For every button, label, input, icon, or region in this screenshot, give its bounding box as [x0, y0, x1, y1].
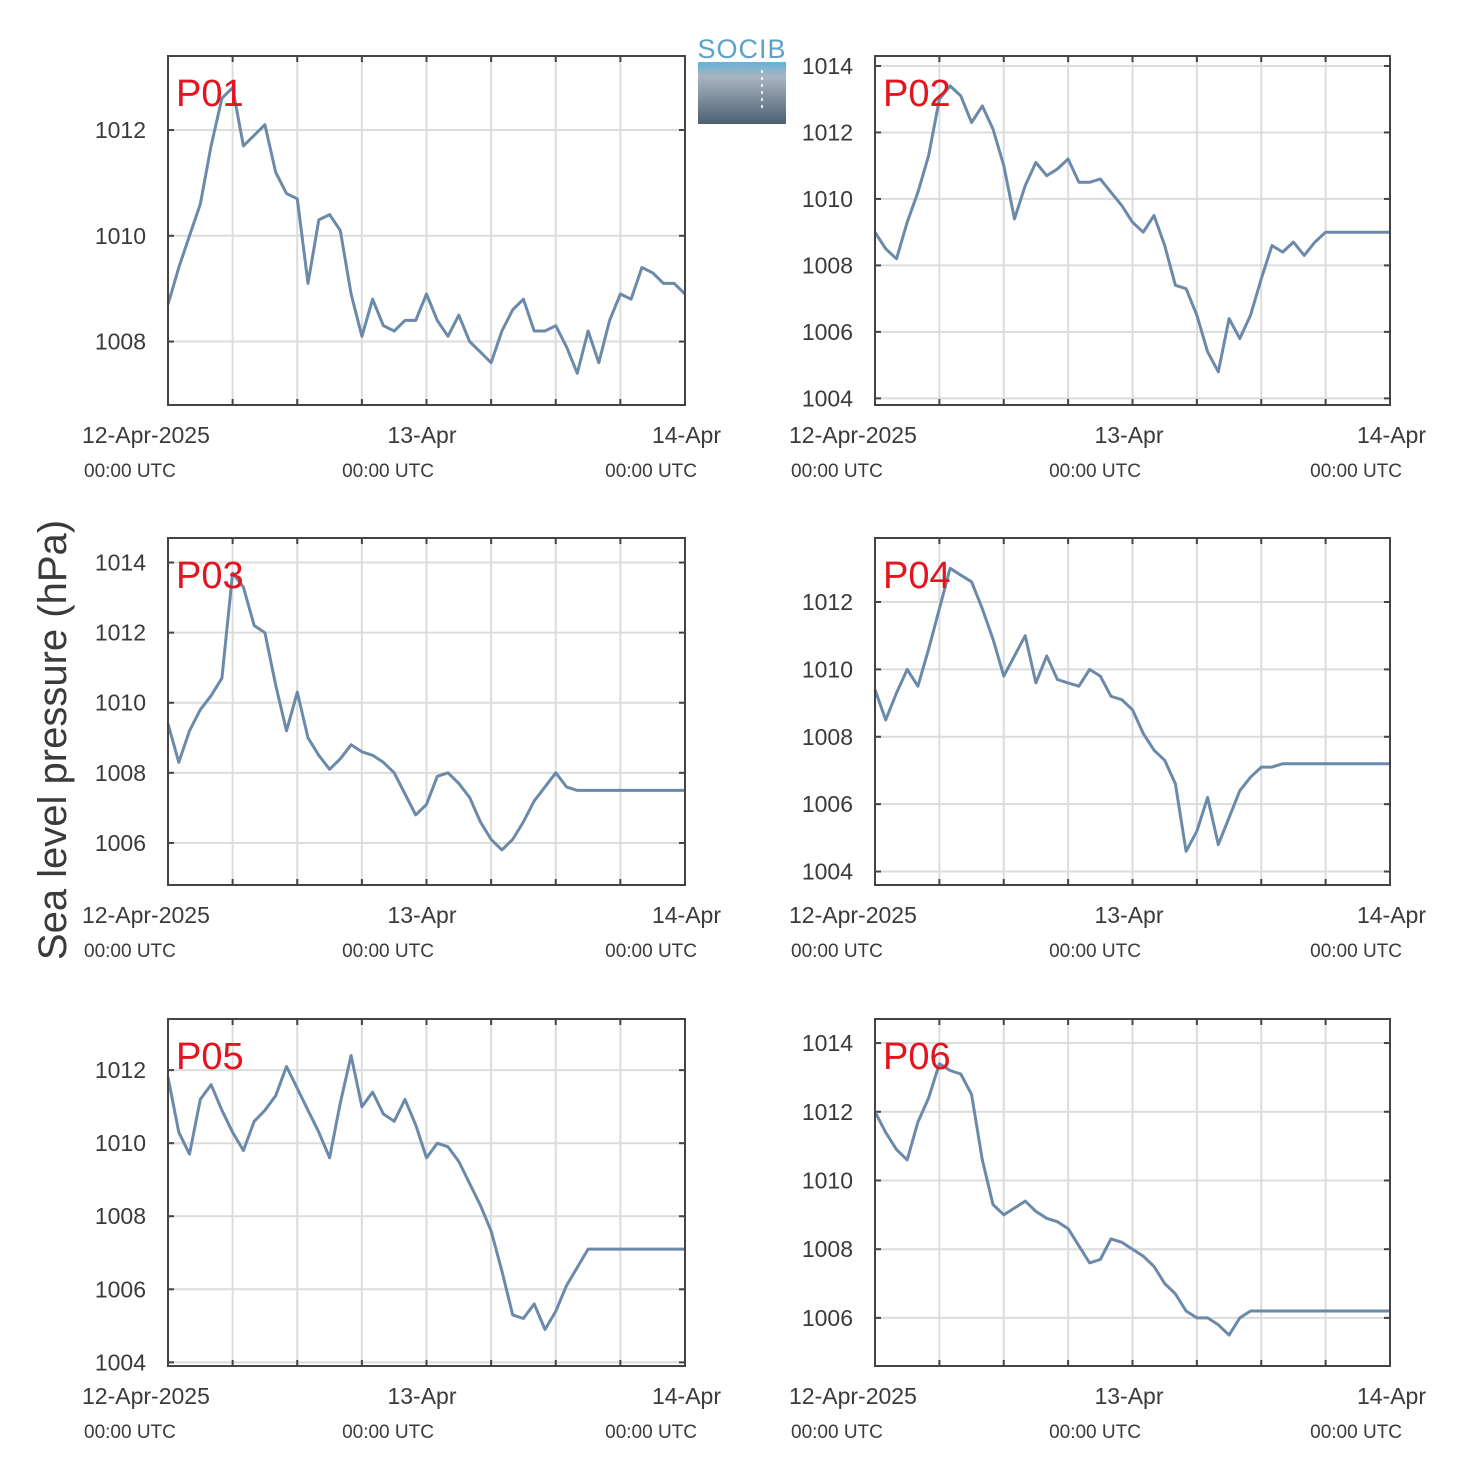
x-tick-label-date: 14-Apr [652, 422, 721, 448]
series-line-p03 [166, 571, 685, 852]
x-tick-label-time: 00:00 UTC [1049, 461, 1141, 482]
x-tick-label-date: 12-Apr-2025 [789, 902, 917, 928]
y-tick-label: 1010 [802, 656, 853, 682]
logo-text: SOCIB [697, 34, 786, 64]
y-axis-label: Sea level pressure (hPa) [31, 520, 75, 960]
x-tick-label-time: 00:00 UTC [1049, 1422, 1141, 1443]
series-line-p01 [166, 86, 687, 375]
panel-label: P02 [883, 73, 951, 115]
x-tick-label-time: 00:00 UTC [605, 461, 697, 482]
panel-label: P01 [176, 73, 244, 115]
y-tick-label: 1012 [802, 589, 853, 615]
x-tick-label-time: 00:00 UTC [84, 461, 176, 482]
x-tick-label-date: 13-Apr [1094, 1383, 1163, 1409]
x-tick-label-date: 14-Apr [1357, 902, 1426, 928]
plot-frame [874, 55, 1391, 406]
y-tick-label: 1006 [95, 830, 146, 856]
y-tick-label: 1014 [802, 53, 853, 79]
y-tick-label: 1014 [802, 1030, 853, 1056]
x-tick-label-date: 14-Apr [652, 1383, 721, 1409]
x-tick-label-time: 00:00 UTC [84, 1422, 176, 1443]
series-line-p05 [166, 1054, 685, 1331]
y-tick-label: 1008 [802, 724, 853, 750]
x-tick-label-time: 00:00 UTC [342, 461, 434, 482]
panel-p03: 1006 1008 1010 1012 1014 P03 12-Apr-2025 00:00 … [82, 537, 721, 962]
y-tick-label: 1010 [95, 223, 146, 249]
x-tick-label-time: 00:00 UTC [1310, 941, 1402, 962]
x-tick-label-date: 13-Apr [1094, 422, 1163, 448]
x-tick-label-date: 12-Apr-2025 [82, 422, 210, 448]
socib-logo: SOCIB [697, 34, 786, 124]
y-tick-label: 1004 [802, 385, 853, 411]
y-tick-label: 1010 [802, 186, 853, 212]
y-tick-label: 1008 [95, 329, 146, 355]
y-tick-label: 1006 [95, 1276, 146, 1302]
y-tick-label: 1012 [95, 117, 146, 143]
x-tick-label-date: 12-Apr-2025 [82, 1383, 210, 1409]
plot-frame [167, 1018, 686, 1367]
x-tick-label-time: 00:00 UTC [791, 1422, 883, 1443]
panel-p06: 1006 1008 1010 1012 1014 P06 12-Apr-2025 00:00 … [789, 1018, 1426, 1443]
plot-frame [167, 537, 686, 886]
plot-frame [167, 55, 686, 406]
panel-p01: 1008 1010 1012 P01 12-Apr-2025 00:00 UTC 13-Ap… [82, 55, 721, 482]
x-tick-label-time: 00:00 UTC [1310, 1422, 1402, 1443]
y-tick-label: 1008 [95, 760, 146, 786]
x-tick-label-date: 12-Apr-2025 [82, 902, 210, 928]
x-tick-label-time: 00:00 UTC [84, 941, 176, 962]
y-tick-label: 1010 [95, 1130, 146, 1156]
series-line-p06 [873, 1062, 1390, 1337]
y-tick-label: 1012 [802, 119, 853, 145]
series-line-p04 [873, 566, 1390, 853]
logo-wave [698, 62, 786, 68]
panel-label: P03 [176, 555, 244, 597]
y-tick-label: 1006 [802, 791, 853, 817]
y-tick-label: 1010 [802, 1167, 853, 1193]
x-tick-label-time: 00:00 UTC [791, 941, 883, 962]
series-line-p02 [873, 84, 1390, 374]
y-tick-label: 1004 [802, 859, 853, 885]
panel-label: P06 [883, 1036, 951, 1078]
y-tick-label: 1012 [95, 620, 146, 646]
y-tick-label: 1008 [802, 1236, 853, 1262]
panel-label: P05 [176, 1036, 244, 1078]
y-tick-label: 1004 [95, 1349, 146, 1375]
y-tick-label: 1006 [802, 1305, 853, 1331]
y-tick-label: 1008 [802, 252, 853, 278]
x-tick-label-time: 00:00 UTC [605, 941, 697, 962]
y-tick-label: 1010 [95, 690, 146, 716]
x-tick-label-time: 00:00 UTC [342, 941, 434, 962]
y-tick-label: 1008 [95, 1203, 146, 1229]
x-tick-label-time: 00:00 UTC [1049, 941, 1141, 962]
x-tick-label-date: 13-Apr [387, 422, 456, 448]
panel-label: P04 [883, 555, 951, 597]
x-tick-label-time: 00:00 UTC [342, 1422, 434, 1443]
x-tick-label-time: 00:00 UTC [1310, 461, 1402, 482]
x-tick-label-date: 12-Apr-2025 [789, 1383, 917, 1409]
y-tick-label: 1014 [95, 550, 146, 576]
y-tick-label: 1012 [802, 1099, 853, 1125]
x-tick-label-date: 12-Apr-2025 [789, 422, 917, 448]
x-tick-label-date: 13-Apr [387, 902, 456, 928]
x-tick-label-time: 00:00 UTC [605, 1422, 697, 1443]
x-tick-label-date: 14-Apr [1357, 422, 1426, 448]
x-tick-label-time: 00:00 UTC [791, 461, 883, 482]
plot-frame [874, 537, 1391, 886]
plot-frame [874, 1018, 1391, 1367]
x-tick-label-date: 13-Apr [387, 1383, 456, 1409]
panel-p05: 1004 1006 1008 1010 1012 P05 12-Apr-2025 00:00 … [82, 1018, 721, 1443]
y-tick-label: 1012 [95, 1057, 146, 1083]
x-tick-label-date: 14-Apr [652, 902, 721, 928]
x-tick-label-date: 13-Apr [1094, 902, 1163, 928]
panel-p02: 1004 1006 1008 1010 1012 1014 P02 12-Apr-2025 00… [789, 53, 1426, 482]
y-tick-label: 1006 [802, 319, 853, 345]
logo-block [698, 62, 786, 124]
x-tick-label-date: 14-Apr [1357, 1383, 1426, 1409]
panel-p04: 1004 1006 1008 1010 1012 P04 12-Apr-2025 00:00 … [789, 537, 1426, 962]
